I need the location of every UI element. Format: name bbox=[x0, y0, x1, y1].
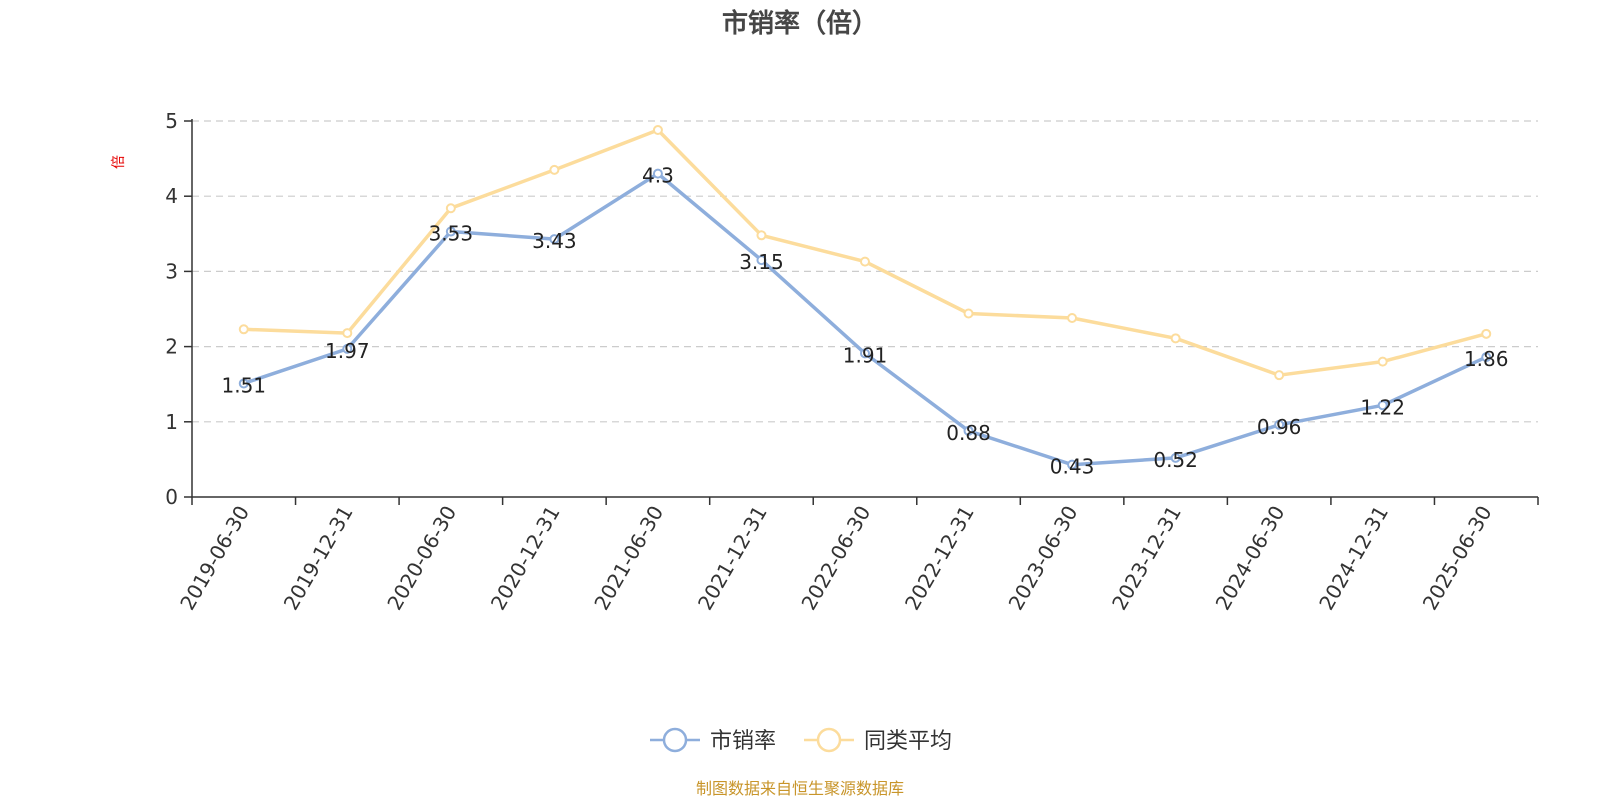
y-tick-label: 3 bbox=[165, 259, 178, 283]
data-label: 3.15 bbox=[739, 250, 784, 274]
data-label: 3.43 bbox=[532, 229, 577, 253]
data-label: 0.88 bbox=[946, 421, 991, 445]
data-label: 1.86 bbox=[1464, 347, 1509, 371]
source-note: 制图数据来自恒生聚源数据库 bbox=[696, 779, 904, 798]
legend-swatch-marker bbox=[816, 727, 842, 753]
data-point-0 bbox=[756, 255, 767, 266]
data-point-1 bbox=[1170, 333, 1181, 344]
chart-title: 市销率（倍） bbox=[722, 8, 878, 39]
data-labels: 1.51 1.97 3.53 3.43 4.3 3.15 1.91 0.88 0.43 0.52 0… bbox=[222, 164, 1509, 479]
y-tick-label: 2 bbox=[165, 335, 178, 359]
data-point-1 bbox=[963, 308, 974, 319]
data-label: 0.52 bbox=[1153, 448, 1198, 472]
grid-lines bbox=[192, 120, 1538, 423]
series bbox=[238, 125, 1492, 470]
x-tick-label: 2020-12-31 bbox=[486, 502, 565, 615]
data-point-0 bbox=[1170, 452, 1181, 463]
y-tick-label: 0 bbox=[165, 485, 178, 509]
x-tick-label: 2024-12-31 bbox=[1314, 502, 1393, 615]
data-point-0 bbox=[1274, 419, 1285, 430]
data-point-1 bbox=[1274, 370, 1285, 381]
data-point-1 bbox=[860, 256, 870, 267]
data-point-1 bbox=[549, 164, 560, 175]
legend: 市销率 同类平均 bbox=[650, 727, 952, 754]
x-tick-label: 2024-06-30 bbox=[1211, 502, 1290, 615]
data-point-0 bbox=[860, 348, 870, 359]
x-tick-label: 2021-06-30 bbox=[589, 502, 668, 615]
legend-swatch-marker bbox=[662, 727, 688, 753]
legend-label: 市销率 bbox=[710, 729, 776, 754]
data-label: 0.96 bbox=[1257, 415, 1302, 439]
data-point-1 bbox=[342, 328, 353, 339]
data-point-0 bbox=[652, 168, 663, 179]
data-point-0 bbox=[1067, 459, 1078, 470]
data-point-1 bbox=[652, 125, 663, 136]
x-tick-label: 2022-06-30 bbox=[796, 502, 875, 615]
data-label: 3.53 bbox=[429, 222, 474, 246]
data-point-1 bbox=[238, 324, 249, 335]
x-tick-label: 2020-06-30 bbox=[382, 502, 461, 615]
x-tick-label: 2019-12-31 bbox=[279, 502, 358, 615]
data-point-0 bbox=[1377, 400, 1388, 411]
data-point-1 bbox=[1067, 313, 1078, 324]
x-tick-label: 2021-12-31 bbox=[693, 502, 772, 615]
data-label: 1.51 bbox=[222, 373, 267, 397]
x-tick-label: 2025-06-30 bbox=[1418, 502, 1497, 615]
data-label: 1.22 bbox=[1360, 395, 1405, 419]
data-point-0 bbox=[238, 378, 249, 389]
data-point-0 bbox=[963, 425, 974, 436]
data-point-1 bbox=[1377, 356, 1388, 367]
y-tick-label: 5 bbox=[165, 109, 178, 133]
y-tick-label: 1 bbox=[165, 410, 178, 434]
data-point-0 bbox=[445, 226, 456, 237]
legend-item-1[interactable]: 同类平均 bbox=[804, 727, 952, 754]
y-axis-label: 倍 bbox=[111, 155, 127, 169]
data-label: 1.91 bbox=[843, 343, 888, 367]
y-tick-label: 4 bbox=[165, 184, 178, 208]
data-point-0 bbox=[1481, 352, 1492, 363]
data-label: 0.43 bbox=[1050, 455, 1095, 479]
data-point-0 bbox=[549, 234, 560, 245]
data-point-1 bbox=[756, 230, 767, 241]
data-label: 4.3 bbox=[642, 164, 674, 188]
data-point-0 bbox=[342, 343, 353, 354]
data-label: 1.97 bbox=[325, 339, 370, 363]
x-tick-label: 2019-06-30 bbox=[175, 502, 254, 615]
x-tick-label: 2023-12-31 bbox=[1107, 502, 1186, 615]
x-tick-label: 2023-06-30 bbox=[1004, 502, 1083, 615]
data-point-1 bbox=[1481, 328, 1492, 339]
legend-label: 同类平均 bbox=[864, 729, 952, 754]
x-tick-label: 2022-12-31 bbox=[900, 502, 979, 615]
data-point-1 bbox=[445, 203, 456, 214]
legend-item-0[interactable]: 市销率 bbox=[650, 727, 776, 754]
